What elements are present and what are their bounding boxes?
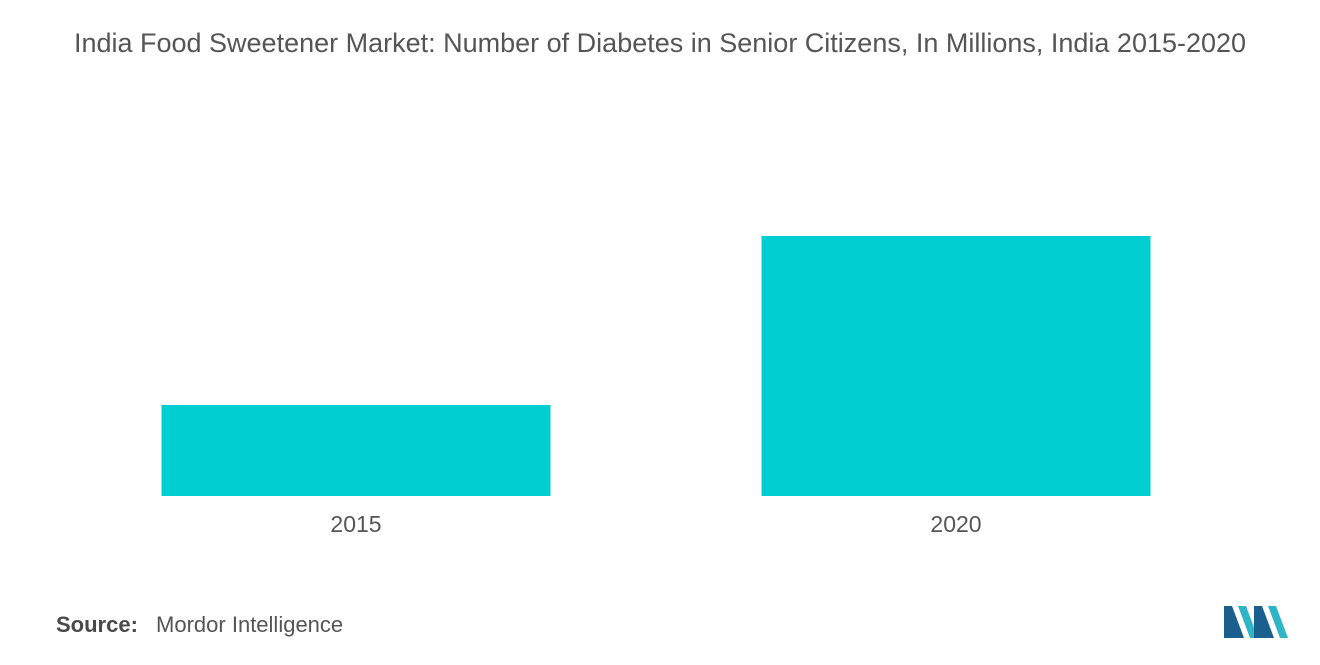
x-tick-label-2020: 2020 [930, 511, 981, 537]
source-footer: Source: Mordor Intelligence [56, 612, 343, 638]
logo-shape-right [1268, 606, 1288, 638]
logo-shape-left [1224, 606, 1244, 638]
chart-title: India Food Sweetener Market: Number of D… [73, 28, 1247, 58]
source-value: Mordor Intelligence [156, 612, 344, 637]
mordor-intelligence-logo-icon [1224, 606, 1288, 638]
bar-2020 [761, 236, 1151, 496]
x-tick-label-2015: 2015 [330, 511, 381, 537]
source-label: Source: [56, 612, 138, 637]
logo-shape-mid-a [1238, 606, 1258, 638]
bar-2015 [161, 405, 551, 496]
logo-shape-mid-b [1254, 606, 1274, 638]
